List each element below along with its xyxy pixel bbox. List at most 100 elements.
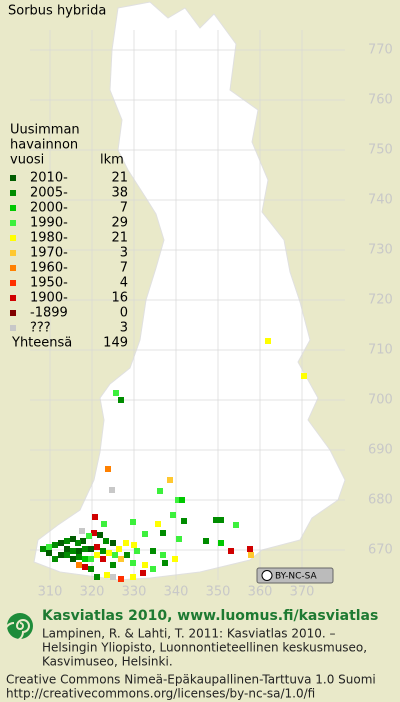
observation-square: [70, 536, 76, 542]
observation-square: [160, 530, 166, 536]
legend-count: 7: [120, 201, 128, 216]
observation-square: [106, 550, 112, 556]
observation-square: [105, 466, 111, 472]
y-label: 720: [368, 293, 393, 308]
legend-label: 1990-: [30, 216, 68, 231]
x-label: 370: [290, 585, 315, 600]
legend-heading: vuosi: [10, 153, 44, 168]
observation-square: [79, 528, 85, 534]
citation-line: Lampinen, R. & Lahti, T. 2011: Kasviatla…: [42, 627, 336, 641]
legend-swatch: [10, 265, 16, 271]
observation-square: [76, 562, 82, 568]
legend-count: 38: [111, 186, 128, 201]
observation-square: [265, 338, 271, 344]
license-line: http://creativecommons.org/licenses/by-n…: [6, 687, 315, 701]
footer-headline: Kasviatlas 2010, www.luomus.fi/kasviatla…: [42, 608, 378, 624]
observation-square: [176, 536, 182, 542]
legend-label: 2000-: [30, 201, 68, 216]
observation-square: [64, 546, 70, 552]
observation-square: [110, 562, 116, 568]
legend-label: 2010-: [30, 171, 68, 186]
observations: [40, 338, 307, 582]
observation-square: [218, 517, 224, 523]
cc-badge-text: BY-NC-SA: [275, 572, 318, 582]
observation-square: [248, 552, 254, 558]
y-label: 770: [368, 43, 393, 58]
x-label: 360: [248, 585, 273, 600]
legend-count: 21: [111, 231, 128, 246]
x-label: 340: [164, 585, 189, 600]
observation-square: [142, 531, 148, 537]
observation-square: [94, 552, 100, 558]
total-label: Yhteensä: [11, 336, 72, 351]
y-label: 760: [368, 93, 393, 108]
legend-count: 7: [120, 261, 128, 276]
observation-square: [118, 397, 124, 403]
observation-square: [82, 556, 88, 562]
observation-square: [116, 546, 122, 552]
observation-square: [109, 487, 115, 493]
observation-square: [157, 488, 163, 494]
observation-square: [91, 530, 97, 536]
citation-line: Kasvimuseo, Helsinki.: [42, 655, 173, 669]
finland-outline: [33, 1, 346, 581]
observation-square: [130, 574, 136, 580]
observation-square: [103, 538, 109, 544]
observation-square: [46, 550, 52, 556]
legend-label: 1980-: [30, 231, 68, 246]
observation-square: [181, 518, 187, 524]
legend-swatch: [10, 325, 16, 331]
observation-square: [52, 542, 58, 548]
observation-square: [88, 566, 94, 572]
observation-square: [70, 548, 76, 554]
observation-square: [233, 522, 239, 528]
legend-label: 1900-: [30, 291, 68, 306]
legend-swatch: [10, 310, 16, 316]
y-label: 670: [368, 543, 393, 558]
observation-square: [124, 552, 130, 558]
cc-logo: [261, 570, 273, 581]
legend-label: 1970-: [30, 246, 68, 261]
legend-swatch: [10, 295, 16, 301]
observation-square: [118, 576, 124, 582]
observation-square: [64, 552, 70, 558]
legend-count: 21: [111, 171, 128, 186]
observation-square: [110, 540, 116, 546]
observation-square: [88, 546, 94, 552]
observation-square: [104, 572, 110, 578]
observation-square: [130, 560, 136, 566]
legend-label: 2005-: [30, 186, 68, 201]
y-label: 700: [368, 393, 393, 408]
species-title: Sorbus hybrida: [8, 4, 106, 19]
legend-count: 16: [111, 291, 128, 306]
total-value: 149: [103, 336, 128, 351]
observation-square: [130, 519, 136, 525]
observation-square: [175, 497, 181, 503]
observation-square: [247, 546, 253, 552]
observation-square: [64, 538, 70, 544]
legend-count-heading: lkm: [100, 153, 124, 168]
observation-square: [140, 570, 146, 576]
observation-square: [58, 552, 64, 558]
observation-square: [97, 532, 103, 538]
citation-line: Helsingin Yliopisto, Luonnontieteellinen…: [42, 641, 367, 655]
observation-square: [228, 548, 234, 554]
observation-square: [179, 497, 185, 503]
x-label: 330: [122, 585, 147, 600]
legend-label: 1950-: [30, 276, 68, 291]
observation-square: [92, 514, 98, 520]
observation-square: [94, 574, 100, 580]
observation-square: [46, 544, 52, 550]
legend-heading: havainnon: [10, 138, 78, 153]
observation-square: [170, 512, 176, 518]
legend-heading: Uusimman: [10, 123, 80, 138]
y-label: 690: [368, 443, 393, 458]
observation-square: [112, 552, 118, 558]
legend-count: 3: [120, 246, 128, 261]
legend-swatch: [10, 220, 16, 226]
observation-square: [118, 556, 124, 562]
legend-count: 3: [120, 321, 128, 336]
observation-square: [162, 560, 168, 566]
observation-square: [167, 477, 173, 483]
